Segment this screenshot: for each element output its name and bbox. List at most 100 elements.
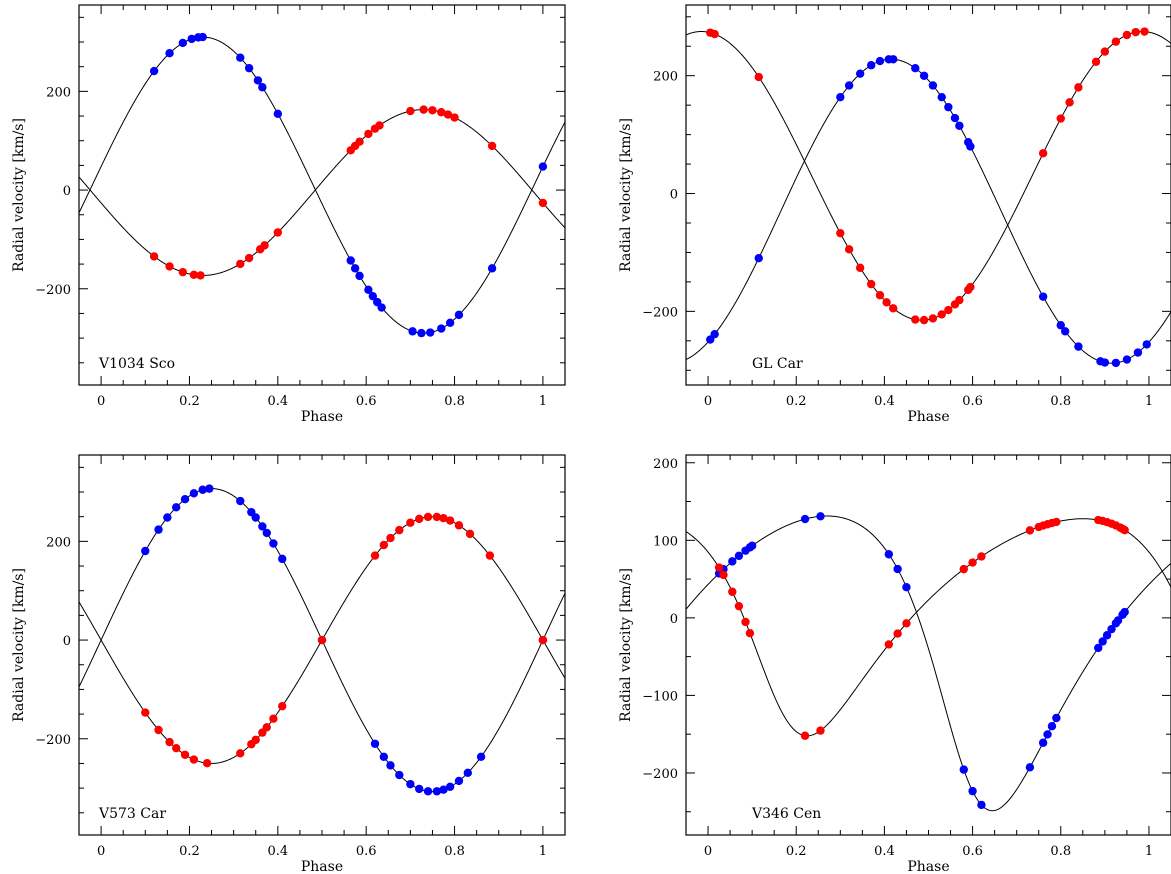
primary-rv-point — [754, 253, 763, 263]
secondary-rv-point — [406, 518, 415, 527]
primary-rv-point — [205, 484, 214, 493]
x-axis-label: Phase — [301, 859, 343, 874]
primary-rv-point — [1122, 355, 1132, 364]
primary-rv-point — [928, 81, 938, 90]
primary-rv-point — [893, 564, 902, 574]
secondary-rv-point — [196, 271, 205, 280]
primary-rv-point — [198, 32, 207, 42]
secondary-rv-point — [178, 267, 188, 277]
plot-frame — [78, 454, 566, 836]
primary-rv-point — [816, 512, 825, 521]
secondary-rv-point — [443, 110, 453, 119]
primary-rv-point — [269, 539, 278, 548]
secondary-rv-point — [719, 570, 728, 580]
secondary-rv-point — [439, 514, 448, 523]
secondary-rv-point — [734, 601, 744, 611]
primary-rv-point — [262, 528, 271, 538]
y-tick-label: 200 — [653, 457, 678, 472]
secondary-rv-point — [800, 731, 810, 740]
secondary-rv-point — [355, 137, 364, 146]
y-tick-label: −200 — [642, 767, 678, 782]
primary-rv-point — [1107, 624, 1116, 634]
primary-rv-point — [487, 264, 497, 273]
primary-rv-point — [911, 63, 920, 73]
primary-rv-point — [875, 56, 885, 66]
secondary-rv-point — [149, 252, 159, 261]
secondary-rv-point — [959, 564, 968, 574]
primary-rv-point — [172, 503, 181, 512]
secondary-rv-point — [189, 755, 199, 764]
secondary-rv-point — [1111, 37, 1121, 46]
x-tick-label: 0.4 — [874, 844, 895, 859]
secondary-rv-point — [487, 141, 497, 151]
y-tick-label: −200 — [642, 305, 678, 320]
secondary-rv-point — [1038, 149, 1048, 158]
secondary-rv-point — [741, 617, 750, 627]
secondary-rv-point — [866, 279, 876, 289]
primary-rv-point — [426, 328, 435, 337]
secondary-rv-point — [836, 228, 845, 238]
secondary-rv-point — [893, 629, 902, 638]
x-tick-label: 0.2 — [179, 394, 200, 409]
primary-rv-point — [944, 102, 953, 112]
secondary-rv-point — [1120, 525, 1129, 535]
primary-rv-point — [1094, 643, 1103, 653]
primary-rv-point — [959, 765, 968, 774]
primary-rv-point — [244, 63, 254, 73]
x-tick-label: 1 — [1145, 844, 1153, 859]
secondary-rv-point — [450, 113, 459, 122]
secondary-rv-point — [745, 628, 755, 638]
secondary-rv-point — [317, 635, 327, 645]
secondary-rv-point — [262, 723, 271, 732]
secondary-rv-point — [454, 521, 464, 530]
primary-rv-point — [408, 327, 417, 336]
secondary-rv-point — [189, 270, 199, 279]
y-tick-label: 0 — [63, 184, 71, 199]
secondary-rv-point — [260, 241, 269, 250]
y-tick-label: −200 — [35, 733, 71, 748]
primary-rv-point — [258, 522, 267, 531]
x-tick-label: 0 — [704, 394, 712, 409]
model-curve-secondary — [79, 109, 565, 276]
panel-gl-car: 0 0.2 0.4 0.6 0.8 1 −200 0 200 Phase Radial veloci… — [618, 4, 1171, 425]
x-tick-label: 0.6 — [356, 844, 377, 859]
primary-rv-point — [866, 61, 876, 70]
primary-rv-point — [1100, 358, 1110, 367]
primary-rv-point — [364, 285, 373, 295]
primary-rv-point — [1052, 713, 1061, 723]
x-tick-label: 0.2 — [179, 844, 200, 859]
primary-rv-point — [966, 142, 975, 151]
primary-rv-point — [180, 494, 190, 504]
secondary-rv-point — [855, 263, 865, 273]
primary-rv-point — [395, 770, 404, 780]
primary-rv-point — [1056, 321, 1065, 330]
secondary-rv-point — [379, 540, 389, 550]
secondary-rv-point — [364, 129, 373, 139]
primary-rv-point — [454, 310, 464, 320]
primary-rv-point — [454, 776, 464, 786]
primary-rv-point — [165, 49, 174, 58]
x-axis-label: Phase — [907, 409, 949, 425]
secondary-rv-point — [816, 726, 825, 735]
secondary-rv-point — [244, 253, 254, 263]
primary-rv-point — [977, 800, 986, 810]
primary-rv-point — [855, 69, 865, 78]
x-tick-label: 0 — [97, 394, 105, 409]
secondary-rv-point — [165, 262, 174, 271]
x-tick-label: 0.6 — [356, 394, 377, 409]
secondary-rv-point — [432, 512, 442, 522]
secondary-rv-point — [1065, 98, 1074, 107]
secondary-rv-point — [172, 743, 181, 753]
secondary-rv-point — [844, 245, 854, 254]
secondary-rv-point — [710, 29, 719, 39]
star-name-label: GL Car — [752, 356, 803, 372]
model-curve-primary — [686, 58, 1171, 364]
primary-rv-point — [445, 318, 455, 327]
secondary-rv-point — [1052, 517, 1061, 527]
primary-rv-point — [734, 551, 744, 561]
y-tick-label: 0 — [670, 188, 678, 203]
secondary-rv-point — [882, 298, 891, 307]
secondary-rv-point — [955, 295, 964, 305]
secondary-rv-point — [889, 304, 898, 313]
